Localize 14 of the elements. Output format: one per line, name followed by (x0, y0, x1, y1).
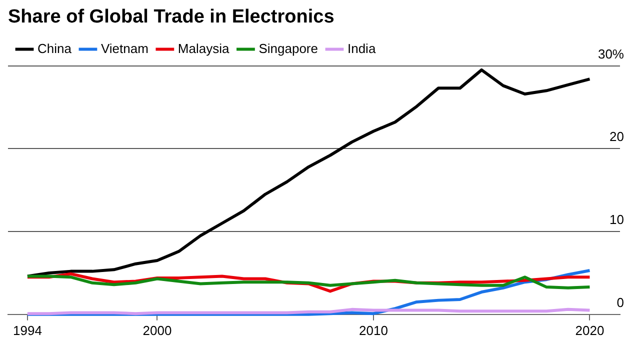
legend-label: India (347, 40, 376, 56)
legend-label: Malaysia (178, 40, 230, 56)
legend-label: Singapore (258, 40, 318, 56)
y-tick-label: 10 (610, 212, 624, 228)
x-tick-label: 2010 (359, 322, 388, 338)
x-tick-label: 2020 (575, 322, 604, 338)
y-tick-label: 0 (616, 294, 624, 310)
x-tick-label: 1994 (13, 322, 42, 338)
chart-title: Share of Global Trade in Electronics (8, 6, 334, 28)
legend-label: Vietnam (100, 40, 148, 56)
x-tick-label: 2000 (142, 322, 172, 338)
y-tick-label: 20 (610, 129, 624, 144)
legend-label: China (38, 40, 72, 56)
y-tick-label: 30% (598, 46, 624, 62)
